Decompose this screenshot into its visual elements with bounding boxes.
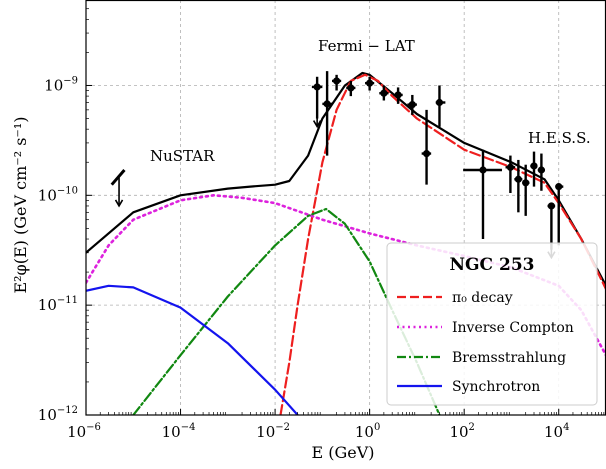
nustar-upper-limit xyxy=(110,169,126,208)
point-marker xyxy=(408,100,416,109)
legend-title: NGC 253 xyxy=(450,255,535,275)
data-point xyxy=(537,153,546,191)
x-tick-label: 102 xyxy=(449,422,474,441)
nustar-arrowhead xyxy=(114,199,124,208)
x-tick-label: 10−2 xyxy=(256,422,290,441)
data-point xyxy=(311,76,323,129)
point-marker xyxy=(479,166,487,174)
y-ticks: 10−12 10−11 10−10 10−9 xyxy=(38,8,92,424)
point-marker xyxy=(555,183,563,191)
point-marker xyxy=(366,79,374,87)
model-pi0-decay-line xyxy=(279,73,606,415)
point-marker xyxy=(380,89,388,97)
legend-label-pi0: π₀ decay xyxy=(452,290,513,306)
data-point xyxy=(421,109,432,185)
point-marker xyxy=(323,100,331,108)
data-point xyxy=(365,76,375,91)
annotation-nustar: NuSTAR xyxy=(150,147,215,165)
y-tick-label: 10−12 xyxy=(38,405,78,424)
x-tick-label: 104 xyxy=(544,422,569,441)
y-tick-label: 10−11 xyxy=(38,295,78,314)
x-axis-label: E (GeV) xyxy=(311,443,374,462)
point-marker xyxy=(332,77,341,85)
nustar-segment xyxy=(110,169,126,186)
point-marker xyxy=(537,166,546,174)
point-marker xyxy=(435,98,444,107)
legend: NGC 253 π₀ decay Inverse Compton Bremsst… xyxy=(386,242,598,406)
legend-label-ic: Inverse Compton xyxy=(452,320,574,336)
y-tick-label: 10−10 xyxy=(38,185,78,204)
x-ticks: 10−6 10−4 10−2 100 102 104 xyxy=(67,409,605,441)
point-marker xyxy=(422,149,431,158)
upper-limit-arrowhead xyxy=(312,120,322,129)
annotation-fermi-lat: Fermi − LAT xyxy=(318,37,415,55)
y-tick-label: 10−9 xyxy=(44,75,78,94)
data-point xyxy=(346,80,356,97)
model-synchrotron-line xyxy=(86,284,299,415)
data-point xyxy=(379,85,389,101)
x-tick-label: 100 xyxy=(355,422,380,441)
legend-label-synch: Synchrotron xyxy=(452,379,540,395)
data-point xyxy=(514,159,523,213)
point-marker xyxy=(506,163,515,171)
point-marker xyxy=(514,175,522,183)
y-axis-label: E²φ(E) (GeV cm⁻² s⁻¹) xyxy=(11,116,30,293)
data-point xyxy=(435,85,446,127)
data-point xyxy=(322,71,333,156)
legend-box xyxy=(386,242,598,406)
data-point xyxy=(530,151,538,187)
point-marker xyxy=(347,84,355,92)
data-point xyxy=(332,74,342,91)
point-marker xyxy=(522,179,530,187)
data-point xyxy=(463,149,502,240)
data-point xyxy=(522,164,530,216)
annotation-hess: H.E.S.S. xyxy=(528,129,591,147)
data-curves xyxy=(86,71,606,415)
data-point xyxy=(505,155,516,193)
point-marker xyxy=(394,91,402,99)
data-point xyxy=(555,183,564,246)
legend-label-brems: Bremsstrahlung xyxy=(452,350,566,366)
x-tick-label: 10−4 xyxy=(162,422,196,441)
data-point xyxy=(393,87,403,104)
point-marker xyxy=(530,162,538,170)
data-point xyxy=(407,94,417,115)
x-tick-label: 10−6 xyxy=(67,422,101,441)
